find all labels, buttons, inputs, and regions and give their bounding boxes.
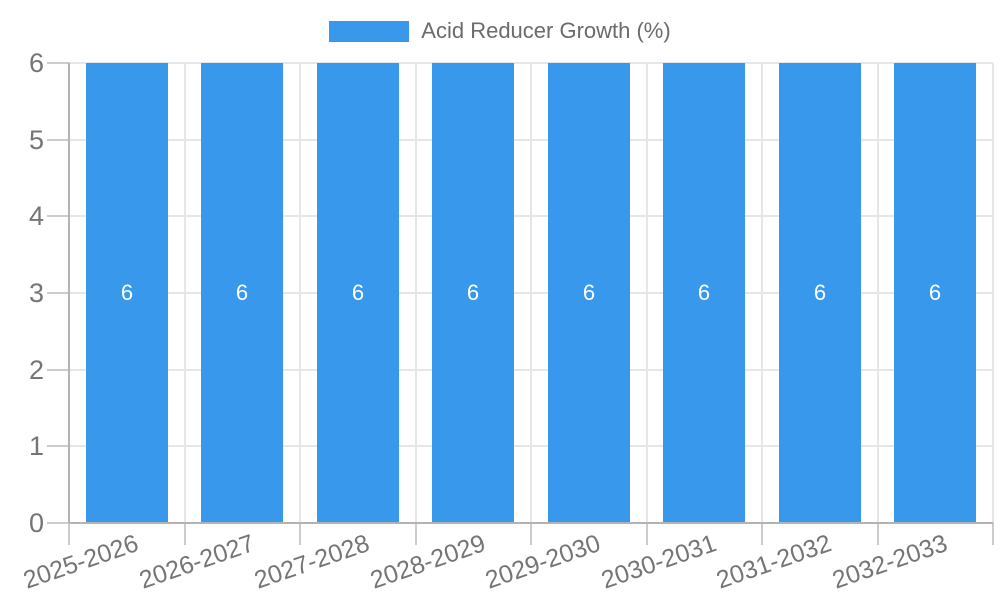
x-axis-tick [645,523,648,545]
bar[interactable]: 6 [317,63,399,523]
x-axis-tick [183,523,186,545]
x-axis-label: 2030-2031 [597,529,720,595]
legend-label: Acid Reducer Growth (%) [421,18,671,43]
bar[interactable]: 6 [432,63,514,523]
x-axis-tick [299,523,301,545]
x-axis-tick [68,523,70,545]
gridline-vertical [299,63,301,523]
y-axis-line [68,63,70,523]
y-axis-tick [47,138,69,141]
gridline-vertical [761,63,763,523]
y-axis-label: 6 [28,48,44,78]
x-axis-label: 2027-2028 [251,529,374,595]
bar[interactable]: 6 [779,63,861,523]
bar-value-label: 6 [120,280,134,305]
x-axis-label: 2025-2026 [20,529,143,595]
bar[interactable]: 6 [201,63,283,523]
bar-value-label: 6 [697,280,711,305]
bar-value-label: 6 [813,280,827,305]
bar-value-label: 6 [351,280,365,305]
x-axis-label: 2031-2032 [713,529,836,595]
bar-value-label: 6 [582,280,596,305]
bar-value-label: 6 [928,280,942,305]
x-axis-tick [761,523,763,545]
y-axis-tick [47,292,69,294]
bar[interactable]: 6 [894,63,976,523]
x-axis-label: 2029-2030 [482,529,605,595]
x-axis-line [69,522,993,524]
bar[interactable]: 6 [548,63,630,523]
x-axis-label: 2028-2029 [366,529,489,595]
y-axis-label: 2 [28,354,44,385]
y-axis-label: 3 [28,278,44,308]
gridline-vertical [530,63,532,523]
y-axis-tick [47,62,69,64]
y-axis-label: 0 [28,508,44,538]
y-axis-label: 5 [28,124,44,155]
legend-swatch [329,20,410,42]
legend[interactable]: Acid Reducer Growth (%) [0,20,1000,42]
x-axis-tick [876,523,879,545]
gridline-vertical [414,63,417,523]
gridline-vertical [876,63,879,523]
y-axis-tick [47,445,69,448]
y-axis-tick [47,522,69,524]
x-axis-label: 2026-2027 [135,529,258,595]
bar-value-label: 6 [466,280,480,305]
x-axis-label: 2032-2033 [828,529,951,595]
y-axis-tick [47,368,69,371]
y-axis-label: 4 [28,201,44,232]
bar[interactable]: 6 [663,63,745,523]
gridline-vertical [183,63,186,523]
gridline-vertical [645,63,648,523]
bar-value-label: 6 [235,280,249,305]
x-axis-tick [530,523,532,545]
gridline-vertical [992,63,994,523]
y-axis-tick [47,215,69,218]
x-axis-tick [992,523,994,545]
y-axis-label: 1 [28,431,44,462]
x-axis-tick [414,523,417,545]
bar[interactable]: 6 [86,63,168,523]
